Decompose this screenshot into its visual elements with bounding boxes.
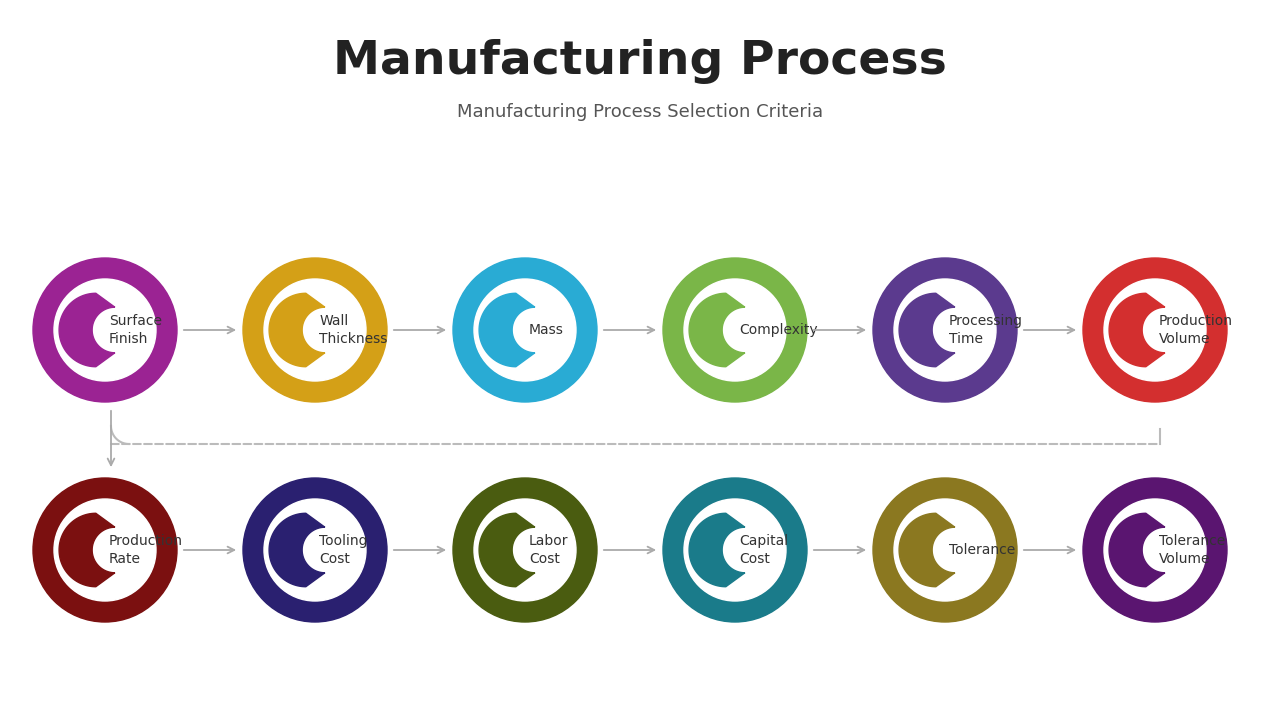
Circle shape [54, 499, 156, 601]
Circle shape [33, 258, 177, 402]
Circle shape [243, 478, 387, 622]
Text: Wall
Thickness: Wall Thickness [319, 314, 388, 346]
Polygon shape [269, 513, 325, 587]
Polygon shape [479, 293, 535, 366]
Circle shape [663, 478, 806, 622]
Circle shape [684, 499, 786, 601]
Text: Mass: Mass [529, 323, 564, 337]
Polygon shape [59, 513, 115, 587]
Circle shape [243, 258, 387, 402]
Polygon shape [1108, 293, 1165, 366]
Polygon shape [689, 293, 745, 366]
Polygon shape [899, 293, 955, 366]
Circle shape [1083, 258, 1228, 402]
Circle shape [453, 258, 596, 402]
Text: Surface
Finish: Surface Finish [109, 314, 163, 346]
Text: Manufacturing Process: Manufacturing Process [333, 39, 947, 84]
Circle shape [893, 279, 996, 381]
Circle shape [264, 499, 366, 601]
Circle shape [873, 258, 1018, 402]
Circle shape [474, 499, 576, 601]
Text: Production
Volume: Production Volume [1160, 314, 1233, 346]
Circle shape [1103, 279, 1206, 381]
Text: Tooling
Cost: Tooling Cost [319, 534, 367, 566]
Circle shape [54, 279, 156, 381]
Circle shape [453, 478, 596, 622]
Circle shape [264, 279, 366, 381]
Circle shape [1083, 478, 1228, 622]
Circle shape [663, 258, 806, 402]
Polygon shape [689, 513, 745, 587]
Polygon shape [59, 293, 115, 366]
Text: Production
Rate: Production Rate [109, 534, 183, 566]
Text: Capital
Cost: Capital Cost [739, 534, 788, 566]
Text: Labor
Cost: Labor Cost [529, 534, 568, 566]
Text: Processing
Time: Processing Time [948, 314, 1023, 346]
Polygon shape [479, 513, 535, 587]
Text: Tolerance: Tolerance [948, 543, 1015, 557]
Circle shape [684, 279, 786, 381]
Polygon shape [269, 293, 325, 366]
Circle shape [873, 478, 1018, 622]
Circle shape [893, 499, 996, 601]
Polygon shape [899, 513, 955, 587]
Circle shape [474, 279, 576, 381]
Text: Complexity: Complexity [739, 323, 818, 337]
Circle shape [1103, 499, 1206, 601]
Polygon shape [1108, 513, 1165, 587]
Text: Tolerance
Volume: Tolerance Volume [1160, 534, 1225, 566]
Circle shape [33, 478, 177, 622]
Text: Manufacturing Process Selection Criteria: Manufacturing Process Selection Criteria [457, 102, 823, 120]
